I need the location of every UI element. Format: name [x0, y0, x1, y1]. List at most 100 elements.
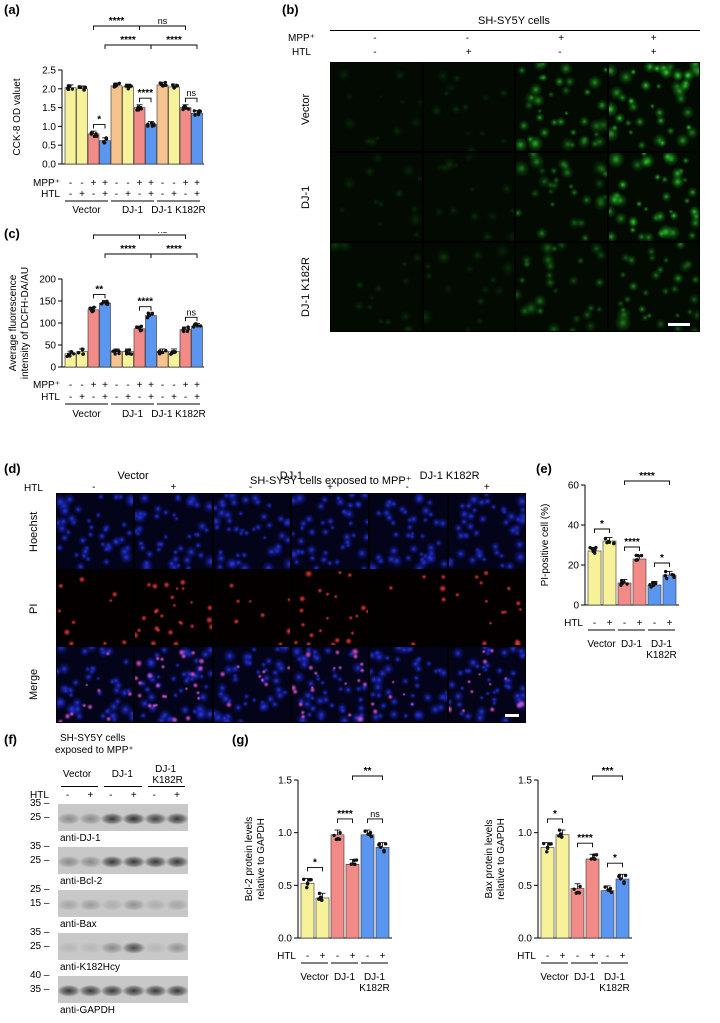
data-point	[353, 862, 357, 866]
condition-symbol: +	[194, 380, 200, 391]
bar	[615, 878, 630, 939]
panel-b-mpp-symbol: +	[650, 33, 657, 44]
group-label: Vector	[587, 639, 616, 650]
group-label: Vector	[300, 972, 329, 983]
bar	[122, 86, 134, 165]
significance-label: ****	[337, 809, 353, 820]
panel-d-group-label: DJ-1 K182R	[419, 470, 480, 482]
condition-label: HTL	[277, 951, 296, 962]
condition-symbol: -	[126, 380, 129, 391]
mw-marker: 35 –	[30, 927, 50, 938]
group-label: DJ-1	[574, 972, 596, 983]
y-tick-label: 1.5	[42, 103, 56, 114]
mw-marker: 25 –	[30, 941, 50, 952]
significance-bracket	[139, 306, 152, 311]
significance-label: *	[553, 809, 557, 820]
significance-bracket	[624, 480, 670, 485]
bar	[300, 882, 315, 939]
condition-symbol: +	[590, 951, 596, 962]
condition-symbol: +	[194, 189, 200, 200]
condition-symbol: +	[194, 178, 200, 189]
data-point	[117, 349, 121, 353]
condition-symbol: +	[148, 392, 154, 403]
data-point	[194, 322, 199, 326]
panel-d-group-label: Vector	[117, 470, 149, 482]
mw-marker: 25 –	[30, 855, 50, 866]
panel-b-htl-label: HTL	[292, 47, 311, 58]
y-tick-label: 1.0	[42, 122, 56, 133]
bar	[191, 325, 203, 368]
fluorescence-image	[370, 494, 447, 569]
bar	[64, 87, 77, 165]
fluorescence-image	[608, 153, 699, 241]
data-point	[80, 347, 85, 352]
group-label: Vector	[540, 972, 569, 983]
y-tick-label: 60	[568, 481, 580, 492]
condition-symbol: -	[69, 380, 72, 391]
condition-symbol: -	[80, 380, 83, 391]
condition-symbol: -	[69, 178, 72, 189]
group-label: DJ-1	[651, 639, 673, 650]
condition-symbol: -	[69, 189, 72, 200]
bar	[345, 863, 360, 939]
group-label: K182R	[359, 983, 390, 994]
panel-d-row-label: Merge	[28, 668, 40, 700]
condition-symbol: -	[623, 618, 626, 629]
y-tick-label: 20	[568, 561, 580, 572]
data-point	[104, 301, 109, 306]
condition-symbol: +	[320, 951, 326, 962]
significance-bracket	[139, 234, 186, 239]
condition-symbol: -	[576, 951, 579, 962]
condition-symbol: +	[620, 951, 626, 962]
bar	[133, 107, 146, 165]
panel-f-group-rule	[104, 786, 142, 787]
data-point	[114, 348, 118, 353]
data-point	[634, 558, 638, 562]
data-point	[81, 352, 85, 356]
condition-symbol: +	[125, 392, 131, 403]
significance-bracket	[185, 97, 198, 103]
significance-label: ns	[370, 809, 380, 819]
data-point	[572, 887, 576, 891]
data-point	[622, 881, 626, 886]
data-point	[181, 329, 186, 334]
group-label: DJ-1	[122, 205, 144, 216]
significance-label: ****	[166, 244, 182, 255]
data-point	[634, 553, 638, 558]
data-point	[111, 349, 115, 353]
panel-label-d: (d)	[4, 461, 21, 476]
fluorescence-image	[292, 494, 369, 569]
data-point	[665, 576, 669, 581]
data-point	[127, 348, 132, 352]
y-axis-label: Bcl-2 protein levels	[244, 817, 255, 901]
data-point	[89, 132, 94, 136]
panel-f-htl-label: HTL	[30, 790, 49, 801]
condition-symbol: -	[138, 189, 141, 200]
data-point	[651, 583, 656, 588]
bar	[76, 351, 88, 368]
condition-symbol: +	[79, 189, 85, 200]
data-point	[664, 569, 668, 574]
significance-label: ns	[186, 88, 196, 98]
mw-marker: 15 –	[30, 898, 50, 909]
condition-symbol: +	[102, 392, 108, 403]
condition-symbol: -	[115, 392, 118, 403]
fluorescence-image	[331, 243, 422, 331]
blot-antibody-label: anti-Bcl-2	[60, 876, 103, 887]
data-point	[146, 311, 151, 315]
condition-symbol: -	[69, 392, 72, 403]
significance-bracket	[150, 253, 198, 258]
significance-label: ***	[602, 766, 614, 777]
data-point	[185, 329, 190, 334]
fluorescence-image	[516, 63, 607, 151]
condition-symbol: +	[137, 380, 143, 391]
data-point	[196, 112, 201, 117]
condition-symbol: -	[115, 380, 118, 391]
data-point	[113, 82, 117, 87]
y-tick-label: 0.0	[518, 934, 532, 945]
data-point	[301, 877, 306, 882]
condition-label: MPP⁺	[33, 380, 60, 391]
condition-symbol: +	[194, 392, 200, 403]
panel-d-title: SH-SY5Y cells exposed to MPP⁺	[250, 475, 412, 487]
data-point	[193, 113, 197, 117]
